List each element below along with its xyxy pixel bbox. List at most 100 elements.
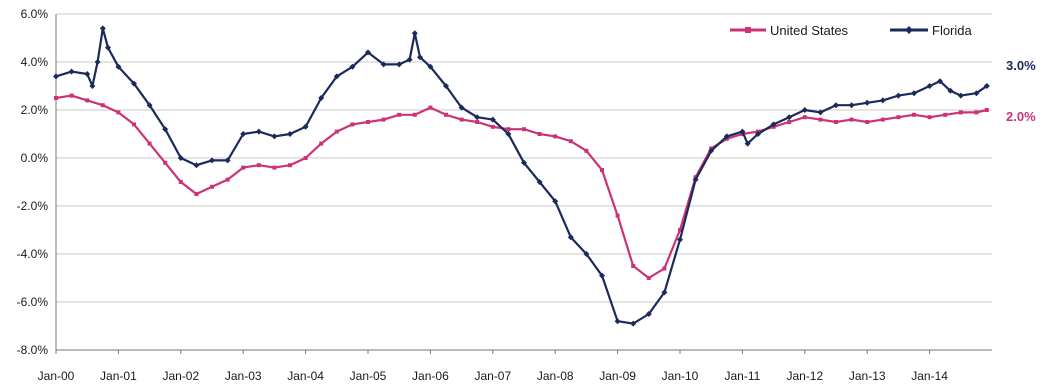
- data-point: [381, 117, 386, 122]
- data-point: [241, 165, 246, 170]
- x-tick-label: Jan-01: [100, 369, 137, 383]
- data-point: [521, 159, 527, 166]
- data-point: [927, 115, 932, 120]
- data-point: [833, 102, 839, 109]
- data-point: [958, 110, 963, 115]
- data-point: [817, 109, 824, 116]
- data-point: [84, 71, 91, 77]
- series-line-united-states: [55, 94, 988, 280]
- data-point: [630, 320, 637, 327]
- data-point: [537, 132, 542, 136]
- data-point: [458, 104, 465, 111]
- data-point: [801, 107, 808, 113]
- data-point: [333, 73, 340, 80]
- data-point: [895, 92, 902, 99]
- legend: United States Florida: [730, 23, 973, 38]
- data-point: [947, 87, 954, 94]
- data-point: [583, 251, 590, 257]
- data-point: [646, 276, 651, 280]
- data-point: [349, 63, 356, 70]
- data-point: [506, 127, 511, 132]
- data-point: [552, 198, 559, 205]
- data-point: [522, 127, 526, 132]
- data-point: [68, 68, 75, 75]
- data-point: [744, 140, 751, 147]
- data-point: [974, 110, 979, 115]
- data-point: [303, 156, 308, 160]
- x-tick-label: Jan-07: [474, 369, 511, 383]
- data-point: [880, 117, 885, 122]
- end-label-united-states: 2.0%: [1006, 109, 1036, 124]
- series-markers-united-states: [54, 93, 989, 280]
- series-line-florida: [55, 27, 988, 325]
- data-point: [490, 124, 495, 129]
- data-point: [599, 272, 605, 279]
- data-point: [614, 318, 621, 325]
- data-point: [162, 126, 169, 133]
- x-tick-label: Jan-03: [225, 369, 262, 383]
- data-point: [770, 121, 777, 128]
- legend-marker-united-states: [745, 27, 751, 33]
- data-point: [865, 120, 870, 124]
- x-tick-label: Jan-11: [724, 369, 760, 383]
- data-point: [132, 122, 136, 127]
- x-tick-label: Jan-02: [162, 369, 199, 383]
- data-point: [69, 93, 74, 98]
- data-point: [89, 83, 96, 89]
- data-point: [615, 213, 620, 218]
- data-point: [802, 115, 807, 120]
- data-point: [194, 192, 199, 196]
- data-point: [380, 61, 387, 68]
- data-point: [288, 163, 292, 168]
- data-point: [755, 131, 761, 137]
- data-point: [505, 131, 512, 137]
- data-point: [397, 112, 402, 117]
- data-point: [99, 25, 106, 32]
- data-point: [240, 131, 247, 137]
- data-point: [475, 120, 480, 124]
- data-point: [116, 110, 121, 115]
- data-point: [708, 147, 715, 154]
- data-point: [319, 141, 324, 146]
- data-point: [210, 184, 214, 189]
- data-point: [631, 264, 636, 268]
- data-point: [411, 30, 418, 37]
- data-point: [366, 120, 370, 124]
- data-point: [193, 162, 200, 169]
- data-point: [600, 168, 604, 172]
- x-tick-label: Jan-08: [537, 369, 574, 383]
- y-tick-label: 6.0%: [21, 7, 49, 21]
- data-point: [163, 160, 168, 165]
- data-point: [489, 116, 496, 123]
- data-point: [553, 134, 558, 139]
- data-point: [662, 266, 667, 271]
- data-point: [677, 236, 683, 243]
- data-point: [443, 83, 449, 89]
- data-point: [787, 120, 792, 124]
- data-point: [896, 115, 901, 120]
- data-point: [723, 133, 730, 140]
- data-point: [692, 176, 699, 183]
- data-point: [786, 114, 793, 121]
- data-point: [272, 165, 277, 170]
- end-labels: 3.0% 2.0%: [1006, 58, 1036, 124]
- data-point: [302, 123, 309, 130]
- data-point: [536, 179, 543, 185]
- axes: 6.0% 4.0% 2.0% 0.0% -2.0% -4.0% -6.0% -8.0% Jan-…: [17, 7, 992, 383]
- gridlines: [56, 13, 992, 351]
- y-tick-label: -8.0%: [17, 343, 49, 357]
- x-tick-label: Jan-10: [662, 369, 699, 383]
- data-point: [54, 96, 58, 100]
- x-tick-label: Jan-05: [350, 369, 387, 383]
- data-point: [444, 112, 448, 117]
- data-point: [973, 90, 980, 97]
- data-point: [406, 56, 413, 63]
- data-point: [879, 97, 886, 104]
- y-tick-label: 2.0%: [21, 103, 49, 117]
- data-point: [983, 83, 990, 89]
- series-lines: [53, 25, 990, 327]
- x-tick-label: Jan-14: [911, 369, 948, 383]
- data-point: [459, 117, 464, 122]
- data-point: [318, 95, 325, 101]
